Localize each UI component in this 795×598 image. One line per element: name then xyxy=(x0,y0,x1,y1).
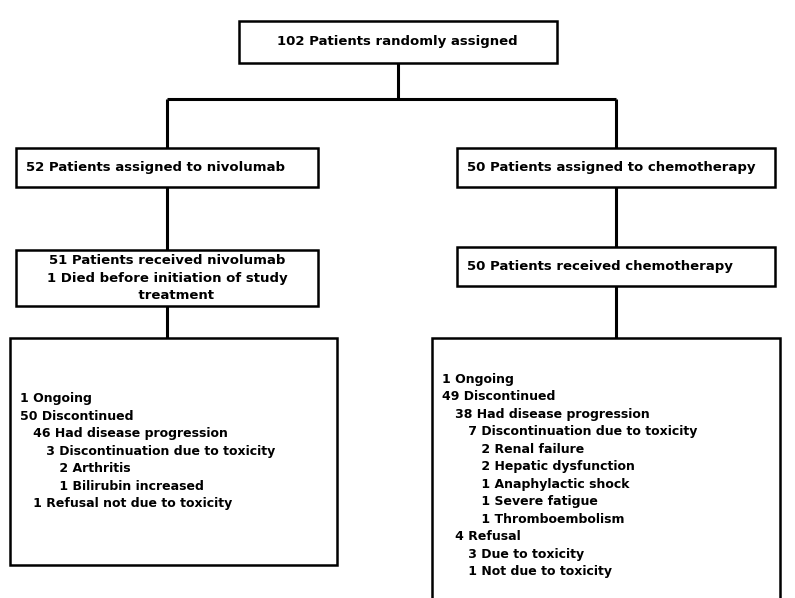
FancyBboxPatch shape xyxy=(457,148,775,187)
Text: 1 Ongoing
49 Discontinued
   38 Had disease progression
      7 Discontinuation : 1 Ongoing 49 Discontinued 38 Had disease… xyxy=(442,373,697,578)
FancyBboxPatch shape xyxy=(16,250,318,306)
FancyBboxPatch shape xyxy=(238,21,556,63)
FancyBboxPatch shape xyxy=(16,148,318,187)
Text: 52 Patients assigned to nivolumab: 52 Patients assigned to nivolumab xyxy=(26,161,285,174)
Text: 102 Patients randomly assigned: 102 Patients randomly assigned xyxy=(277,35,518,48)
Text: 50 Patients assigned to chemotherapy: 50 Patients assigned to chemotherapy xyxy=(467,161,756,174)
FancyBboxPatch shape xyxy=(432,338,780,598)
FancyBboxPatch shape xyxy=(10,338,337,565)
Text: 1 Ongoing
50 Discontinued
   46 Had disease progression
      3 Discontinuation : 1 Ongoing 50 Discontinued 46 Had disease… xyxy=(20,392,275,511)
Text: 50 Patients received chemotherapy: 50 Patients received chemotherapy xyxy=(467,260,733,273)
Text: 51 Patients received nivolumab
1 Died before initiation of study
    treatment: 51 Patients received nivolumab 1 Died be… xyxy=(47,254,287,302)
FancyBboxPatch shape xyxy=(457,246,775,285)
